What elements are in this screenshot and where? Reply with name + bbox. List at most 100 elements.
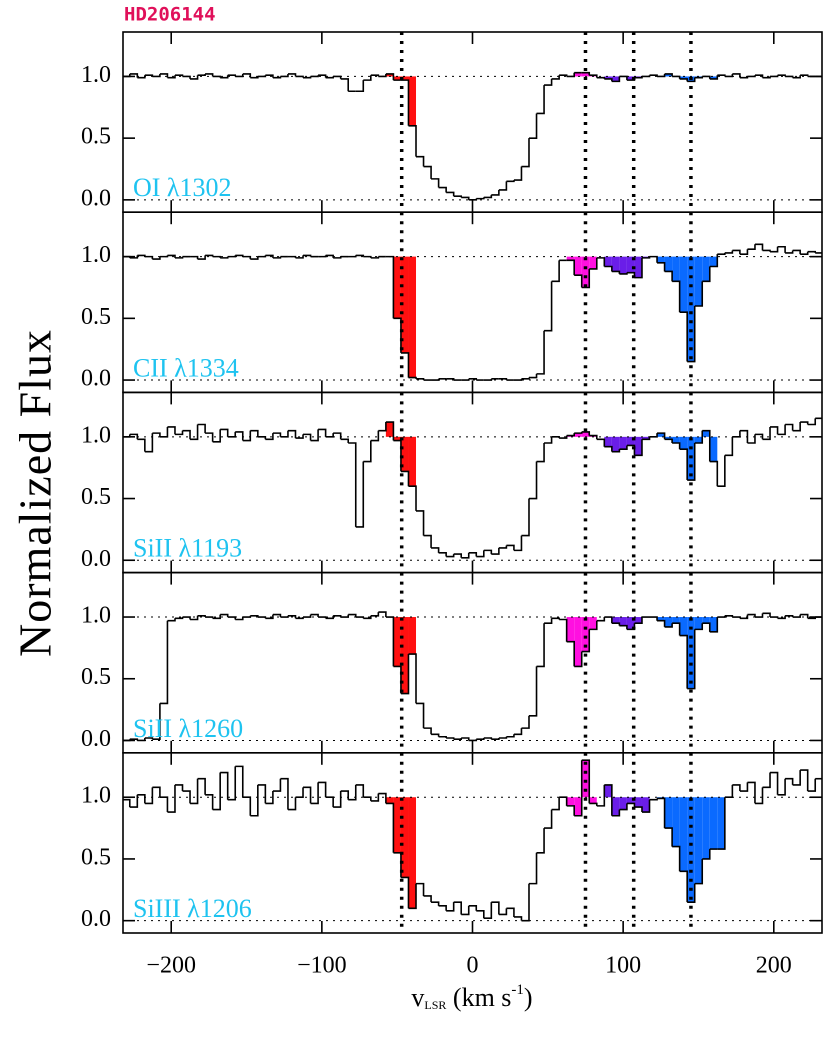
flux-step [559, 435, 568, 439]
component-fill [634, 436, 642, 456]
component-fill [709, 436, 718, 462]
flux-step [416, 702, 425, 729]
flux-step [174, 256, 184, 259]
flux-step [310, 429, 319, 442]
flux-step [370, 793, 380, 802]
flux-step [566, 72, 575, 78]
flux-step [159, 796, 169, 813]
component-fill [611, 256, 620, 272]
flux-step [159, 255, 169, 258]
component-fill [400, 797, 409, 878]
flux-step [483, 737, 493, 740]
flux-step [566, 433, 575, 437]
flux-step [197, 614, 206, 618]
flux-step [611, 622, 621, 626]
component-fill [566, 797, 575, 806]
flux-step [197, 777, 206, 795]
flux-step [739, 782, 749, 792]
flux-step [498, 908, 508, 916]
flux-step [461, 552, 470, 559]
flux-step [378, 422, 387, 432]
x-axis-title-sup: -1 [511, 982, 524, 998]
flux-step [664, 438, 673, 444]
flux-step [257, 784, 267, 804]
component-fill [393, 617, 401, 667]
component-fill [709, 256, 718, 267]
flux-step [144, 255, 154, 260]
flux-step [144, 787, 154, 805]
flux-step [468, 905, 478, 911]
x-tick-label: 100 [605, 953, 641, 979]
flux-step [754, 74, 764, 78]
flux-step [792, 614, 801, 618]
flux-step [657, 73, 666, 78]
flux-step [732, 430, 741, 438]
flux-step [363, 255, 372, 258]
component-fill [664, 797, 673, 829]
flux-step [295, 434, 304, 439]
flux-step [333, 75, 342, 79]
flux-step [476, 197, 485, 200]
component-fill [400, 256, 409, 353]
flux-step [205, 73, 214, 77]
flux-step [423, 165, 432, 179]
flux-step [227, 431, 237, 438]
component-fill [672, 797, 680, 847]
flux-step [581, 268, 591, 289]
flux-step [272, 256, 282, 259]
component-fill [566, 617, 575, 642]
flux-step [536, 623, 545, 668]
flux-step [672, 845, 681, 872]
flux-step [333, 614, 342, 618]
component-fill [664, 73, 673, 77]
flux-step [498, 545, 508, 549]
flux-step [220, 771, 229, 800]
component-fill [589, 256, 597, 269]
flux-step [355, 461, 365, 528]
flux-step [634, 76, 643, 79]
panel [123, 212, 822, 393]
component-fill [611, 76, 620, 82]
flux-step [762, 426, 771, 441]
flux-step [167, 254, 176, 258]
flux-step [664, 270, 673, 282]
flux-step [468, 739, 478, 742]
component-fill [408, 617, 417, 655]
flux-step [431, 547, 440, 553]
flux-step [408, 125, 417, 157]
flux-step [416, 882, 425, 896]
flux-step [468, 378, 478, 381]
component-fill [679, 797, 688, 872]
flux-step [657, 797, 666, 829]
flux-step [190, 424, 199, 441]
flux-step [408, 653, 417, 704]
flux-step [649, 433, 658, 438]
flux-step [528, 666, 538, 717]
flux-step [363, 615, 372, 620]
flux-step [257, 616, 267, 619]
flux-step [513, 535, 523, 552]
component-fill [581, 760, 590, 798]
flux-step [551, 436, 560, 439]
component-fill [687, 256, 695, 362]
flux-step [702, 622, 711, 632]
flux-step [800, 421, 809, 425]
flux-step [702, 75, 711, 79]
component-fill [634, 797, 642, 808]
flux-step [724, 614, 734, 618]
flux-step [220, 256, 229, 259]
flux-step [400, 654, 410, 695]
flux-step [220, 613, 229, 618]
flux-step [641, 75, 651, 78]
flux-step [242, 73, 252, 78]
flux-step [370, 430, 380, 442]
flux-step [709, 254, 719, 268]
flux-step [702, 429, 711, 462]
y-axis-title: Normalized Flux [10, 329, 61, 657]
flux-step [551, 617, 560, 620]
x-axis-title-part: ) [524, 983, 533, 1012]
flux-step [702, 849, 711, 860]
flux-step [566, 259, 575, 276]
flux-step [717, 252, 726, 255]
